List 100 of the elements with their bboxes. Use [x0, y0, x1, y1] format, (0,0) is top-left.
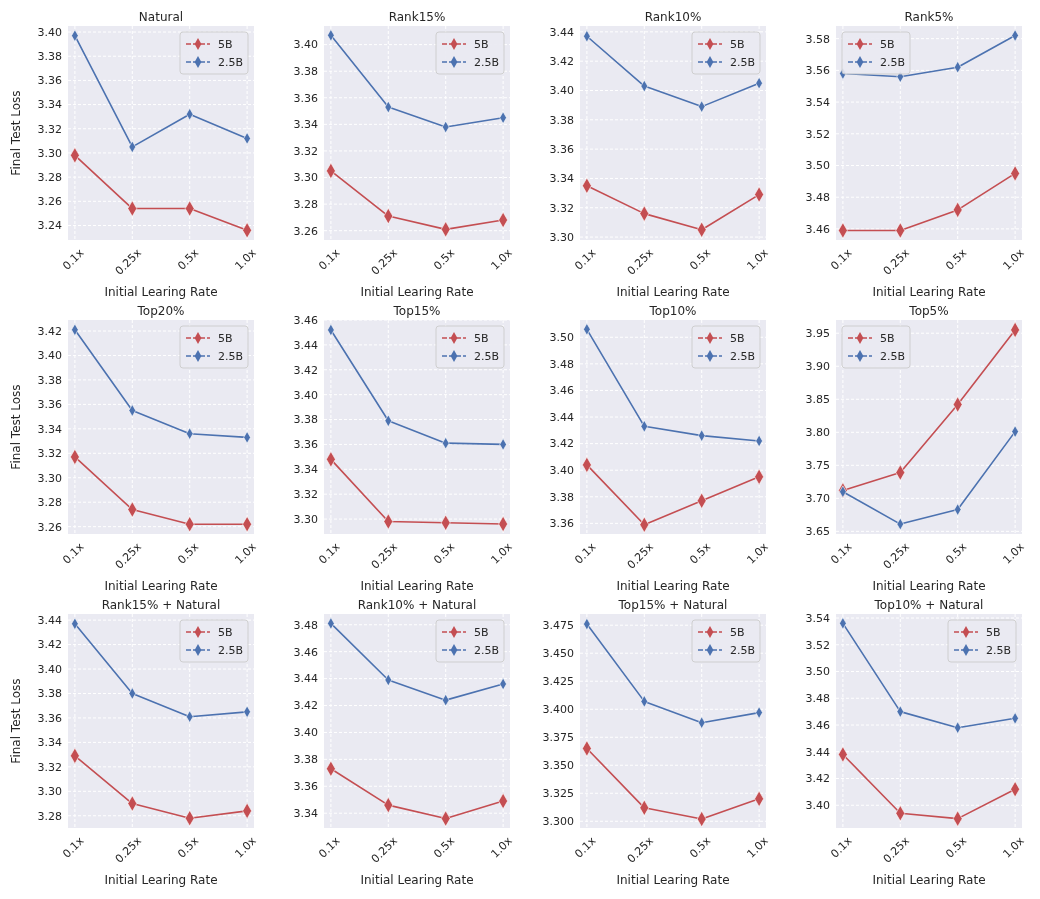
legend-label: 5B [880, 331, 895, 345]
x-axis-title: Initial Learing Rate [360, 285, 474, 299]
y-tick-label: 3.300 [542, 815, 574, 829]
y-tick-label: 3.30 [549, 230, 574, 244]
y-tick-label: 3.44 [805, 745, 830, 759]
legend-label: 5B [474, 625, 489, 639]
y-tick-label: 3.44 [549, 410, 574, 424]
y-tick-label: 3.54 [805, 611, 830, 625]
y-tick-label: 3.44 [293, 672, 318, 686]
y-tick-label: 3.28 [37, 170, 62, 184]
legend-label: 5B [218, 625, 233, 639]
y-tick-label: 3.30 [293, 171, 318, 185]
y-tick-label: 3.40 [37, 662, 62, 676]
legend-label: 2.5B [218, 643, 244, 657]
y-tick-label: 3.36 [549, 142, 574, 156]
legend-label: 2.5B [730, 643, 756, 657]
y-tick-label: 3.450 [542, 647, 574, 661]
y-tick-label: 3.42 [293, 363, 318, 377]
y-tick-label: 3.42 [549, 437, 574, 451]
chart-title: Top5% [908, 304, 949, 318]
y-tick-label: 3.36 [549, 517, 574, 531]
y-tick-label: 3.36 [293, 438, 318, 452]
y-tick-label: 3.46 [805, 222, 830, 236]
legend-label: 5B [986, 625, 1001, 639]
y-tick-label: 3.34 [37, 98, 62, 112]
legend-label: 5B [730, 37, 745, 51]
y-tick-label: 3.34 [37, 736, 62, 750]
y-axis-title: Final Test Loss [9, 678, 23, 764]
legend-label: 2.5B [730, 349, 756, 363]
legend-label: 2.5B [730, 55, 756, 69]
y-tick-label: 3.28 [37, 809, 62, 823]
legend-label: 5B [218, 331, 233, 345]
y-tick-label: 3.30 [37, 146, 62, 160]
y-tick-label: 3.90 [805, 360, 830, 374]
y-tick-label: 3.54 [805, 95, 830, 109]
y-tick-label: 3.95 [805, 327, 830, 341]
y-tick-label: 3.26 [37, 520, 62, 534]
legend-label: 2.5B [986, 643, 1012, 657]
chart-title: Rank10% + Natural [357, 598, 477, 612]
y-tick-label: 3.425 [542, 675, 574, 689]
y-tick-label: 3.350 [542, 759, 574, 773]
y-tick-label: 3.46 [293, 313, 318, 327]
legend-label: 5B [730, 625, 745, 639]
y-tick-label: 3.52 [805, 127, 830, 141]
y-tick-label: 3.48 [805, 692, 830, 706]
legend-label: 5B [474, 37, 489, 51]
legend-label: 2.5B [218, 55, 244, 69]
y-tick-label: 3.32 [293, 488, 318, 502]
y-tick-label: 3.375 [542, 731, 574, 745]
chart-title: Top10% [648, 304, 697, 318]
legend-label: 5B [218, 37, 233, 51]
y-tick-label: 3.42 [37, 324, 62, 338]
x-axis-title: Initial Learing Rate [104, 579, 218, 593]
y-tick-label: 3.75 [805, 459, 830, 473]
y-tick-label: 3.50 [805, 159, 830, 173]
y-tick-label: 3.34 [549, 172, 574, 186]
y-tick-label: 3.44 [549, 25, 574, 39]
y-tick-label: 3.38 [293, 753, 318, 767]
x-axis-title: Initial Learing Rate [104, 285, 218, 299]
y-tick-label: 3.34 [293, 118, 318, 132]
legend-label: 5B [474, 331, 489, 345]
y-tick-label: 3.26 [37, 195, 62, 209]
y-tick-label: 3.44 [37, 613, 62, 627]
chart-title: Rank15% [388, 10, 446, 24]
y-tick-label: 3.70 [805, 492, 830, 506]
y-tick-label: 3.32 [37, 760, 62, 774]
x-axis-title: Initial Learing Rate [616, 579, 730, 593]
y-tick-label: 3.32 [37, 122, 62, 136]
legend-label: 2.5B [474, 643, 500, 657]
y-axis-title: Final Test Loss [9, 384, 23, 470]
x-axis-title: Initial Learing Rate [104, 873, 218, 887]
y-tick-label: 3.30 [293, 512, 318, 526]
y-tick-label: 3.38 [549, 490, 574, 504]
y-tick-label: 3.40 [293, 388, 318, 402]
y-tick-label: 3.44 [293, 338, 318, 352]
x-axis-title: Initial Learing Rate [360, 873, 474, 887]
y-tick-label: 3.65 [805, 525, 830, 539]
y-tick-label: 3.30 [37, 471, 62, 485]
legend-label: 2.5B [474, 55, 500, 69]
y-tick-label: 3.36 [37, 711, 62, 725]
y-tick-label: 3.42 [37, 638, 62, 652]
y-tick-label: 3.28 [37, 496, 62, 510]
chart-title: Rank5% [904, 10, 954, 24]
y-tick-label: 3.48 [805, 191, 830, 205]
y-tick-label: 3.56 [805, 64, 830, 78]
y-tick-label: 3.38 [549, 113, 574, 127]
x-axis-title: Initial Learing Rate [616, 873, 730, 887]
y-tick-label: 3.40 [293, 726, 318, 740]
y-tick-label: 3.400 [542, 703, 574, 717]
y-tick-label: 3.38 [293, 65, 318, 79]
y-tick-label: 3.32 [549, 201, 574, 215]
x-axis-title: Initial Learing Rate [872, 873, 986, 887]
x-axis-title: Initial Learing Rate [872, 579, 986, 593]
y-tick-label: 3.50 [549, 331, 574, 345]
y-tick-label: 3.48 [549, 357, 574, 371]
chart-title: Rank15% + Natural [101, 598, 221, 612]
y-tick-label: 3.46 [549, 384, 574, 398]
y-tick-label: 3.40 [549, 84, 574, 98]
chart-title: Rank10% [644, 10, 702, 24]
legend-label: 5B [730, 331, 745, 345]
